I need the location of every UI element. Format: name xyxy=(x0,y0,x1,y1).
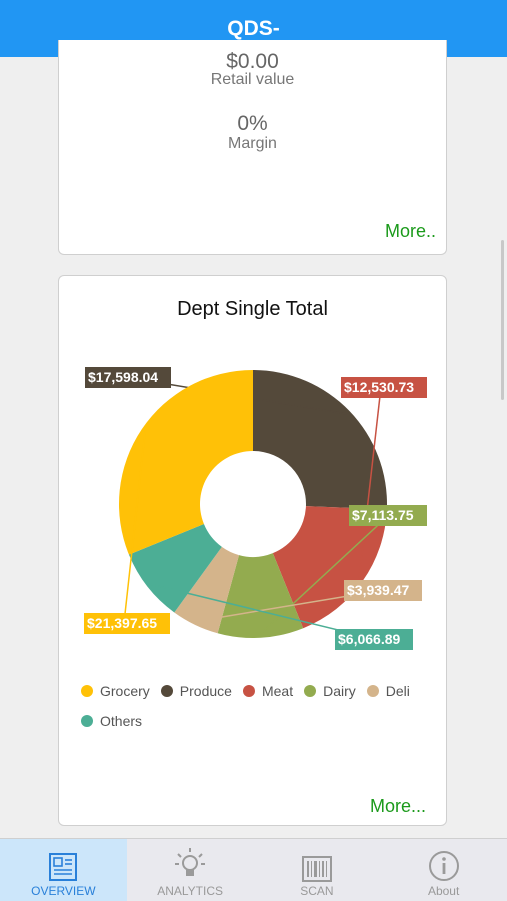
legend-swatch xyxy=(304,685,317,697)
value-label-others: $6,066.89 xyxy=(338,631,400,647)
tab-bar: OVERVIEW ANALYTICS SCAN xyxy=(0,838,507,901)
chart-legend: Grocery Produce Meat Dairy Deli Others xyxy=(81,682,421,730)
legend-label: Grocery xyxy=(100,683,150,699)
label-bg-others xyxy=(335,629,413,650)
tab-label-analytics: ANALYTICS xyxy=(157,884,224,898)
legend-swatch xyxy=(81,715,93,727)
leader-line-grocery xyxy=(123,431,146,624)
overview-icon xyxy=(49,853,78,881)
tab-about[interactable]: About xyxy=(380,839,507,901)
leader-line-meat xyxy=(358,386,382,579)
margin-label: Margin xyxy=(228,135,277,152)
legend-item-dairy[interactable]: Dairy xyxy=(304,682,356,700)
legend-swatch xyxy=(160,685,173,697)
value-label-dairy: $7,113.75 xyxy=(352,507,414,523)
tab-overview[interactable]: OVERVIEW xyxy=(0,839,127,901)
legend-item-deli[interactable]: Deli xyxy=(366,682,410,700)
label-bg-dairy xyxy=(349,505,427,526)
dept-total-card: Dept Single Total $17,598.04 $12,530.73 $7… xyxy=(58,275,447,826)
nav-title: QDS- xyxy=(227,16,280,40)
value-label-grocery: $21,397.65 xyxy=(87,615,157,631)
leader-line-dairy xyxy=(260,514,390,635)
scrollbar[interactable] xyxy=(501,240,504,400)
tab-label-about: About xyxy=(427,884,460,898)
legend-item-grocery[interactable]: Grocery xyxy=(81,682,150,700)
slice-deli[interactable] xyxy=(174,546,240,634)
legend-label: Produce xyxy=(179,683,232,699)
margin-value: 0% xyxy=(237,112,268,135)
legend-item-meat[interactable]: Meat xyxy=(242,682,294,700)
label-bg-deli xyxy=(344,580,422,601)
slice-meat[interactable] xyxy=(272,506,387,629)
tab-label-scan: SCAN xyxy=(300,884,334,898)
legend-swatch xyxy=(242,685,255,697)
info-icon xyxy=(428,851,459,881)
label-bg-grocery xyxy=(84,613,170,634)
legend-item-others[interactable]: Others xyxy=(81,712,142,730)
legend-item-produce[interactable]: Produce xyxy=(160,682,232,700)
tab-analytics[interactable]: ANALYTICS xyxy=(127,839,254,901)
label-bg-produce xyxy=(85,367,171,388)
retail-value: $0.00 xyxy=(226,50,279,73)
legend-label: Meat xyxy=(261,683,294,699)
value-label-deli: $3,939.47 xyxy=(347,582,409,598)
dept-more-link[interactable]: More... xyxy=(369,796,426,816)
value-label-produce: $17,598.04 xyxy=(88,369,158,385)
legend-swatch xyxy=(366,685,379,697)
lightbulb-icon xyxy=(175,848,206,876)
legend-label: Others xyxy=(100,713,143,729)
summary-more-link[interactable]: More.. xyxy=(384,221,436,241)
tab-scan[interactable]: SCAN xyxy=(254,839,381,901)
legend-label: Deli xyxy=(385,683,410,699)
summary-card: $0.00 Retail value 0% Margin More.. xyxy=(58,40,447,255)
slice-grocery[interactable] xyxy=(119,370,253,555)
legend-swatch xyxy=(81,685,93,697)
value-label-meat: $12,530.73 xyxy=(344,379,414,395)
donut-chart: $17,598.04 $12,530.73 $7,113.75 $3,939.47 $6… xyxy=(84,367,427,650)
tab-label-overview: OVERVIEW xyxy=(31,884,96,898)
chart-title: Dept Single Total xyxy=(177,298,328,320)
barcode-icon xyxy=(301,856,332,882)
slice-others[interactable] xyxy=(128,524,222,613)
label-bg-meat xyxy=(341,377,427,398)
retail-label: Retail value xyxy=(210,71,295,88)
legend-label: Dairy xyxy=(323,683,356,699)
slice-produce[interactable] xyxy=(253,370,387,510)
